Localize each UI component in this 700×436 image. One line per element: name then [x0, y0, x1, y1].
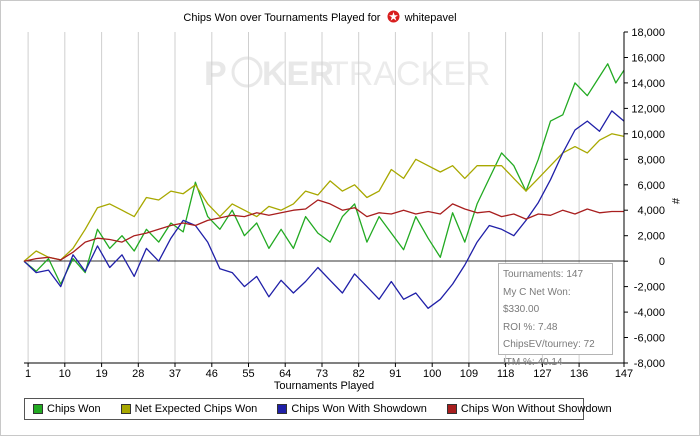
x-tick-label: 10 — [59, 368, 71, 380]
x-tick-label: 55 — [242, 368, 254, 380]
series-line-chips-won-with-showdown — [23, 110, 625, 309]
x-tick-label: 147 — [615, 368, 633, 380]
legend-label: Chips Won With Showdown — [291, 403, 427, 415]
legend-label: Net Expected Chips Won — [134, 403, 258, 415]
legend-item-without-showdown[interactable]: Chips Won Without Showdown — [446, 403, 612, 415]
chart-title-text: Chips Won over Tournaments Played for — [183, 12, 381, 24]
x-tick-label: 118 — [497, 368, 515, 380]
watermark-text-tracker: TRACKER — [328, 55, 490, 93]
x-axis-label: Tournaments Played — [274, 380, 374, 392]
x-tick-label: 82 — [353, 368, 365, 380]
y-tick-label: -6,000 — [634, 333, 665, 345]
x-tick-label: 109 — [460, 368, 478, 380]
series-line-net-expected-chips-won — [23, 133, 625, 262]
x-tick-label: 1 — [25, 368, 31, 380]
series-line-chips-won — [23, 63, 625, 285]
stat-net-won: My C Net Won: $330.00 — [503, 286, 571, 316]
y-tick-label: 18,000 — [631, 27, 665, 39]
x-tick-label: 37 — [169, 368, 181, 380]
stat-tournaments: Tournaments: 147 — [503, 269, 584, 280]
pokerstars-logo-icon — [387, 10, 400, 23]
x-tick-label: 91 — [389, 368, 401, 380]
x-axis-ticks: 1 10 19 28 37 46 55 64 73 82 91 100 109 118 127 136 147 — [25, 363, 633, 380]
player-name: whitepavel — [404, 12, 457, 24]
x-tick-label: 136 — [570, 368, 588, 380]
legend-swatch — [446, 404, 457, 414]
y-axis-ticks: -8,000 -6,000 -4,000 -2,000 0 2,000 4,000 6,000… — [624, 27, 665, 370]
legend-swatch — [33, 404, 43, 414]
legend: Chips Won Net Expected Chips Won Chips W… — [24, 398, 612, 420]
y-tick-label: -2,000 — [634, 282, 665, 294]
x-tick-label: 28 — [132, 368, 144, 380]
series-lines — [23, 63, 625, 309]
y-tick-label: 14,000 — [631, 78, 665, 90]
x-tick-label: 64 — [279, 368, 291, 380]
x-tick-label: 19 — [95, 368, 107, 380]
y-tick-label: 12,000 — [631, 103, 665, 115]
y-tick-label: 10,000 — [631, 129, 665, 141]
chart-title: Chips Won over Tournaments Played for wh… — [0, 10, 640, 24]
legend-label: Chips Won — [47, 403, 101, 415]
watermark-text-poker-rest: KER — [262, 55, 334, 93]
y-tick-label: 2,000 — [637, 231, 665, 243]
y-tick-label: -8,000 — [634, 358, 665, 370]
watermark-text-poker-p: P — [204, 55, 227, 93]
y-tick-label: 0 — [659, 256, 665, 268]
legend-item-chips-won[interactable]: Chips Won — [33, 403, 101, 415]
y-tick-label: 16,000 — [631, 53, 665, 65]
y-tick-label: 6,000 — [637, 180, 665, 192]
x-tick-label: 100 — [423, 368, 441, 380]
legend-item-with-showdown[interactable]: Chips Won With Showdown — [277, 403, 427, 415]
y-tick-label: 8,000 — [637, 154, 665, 166]
y-axis-label: # — [669, 198, 681, 205]
legend-item-net-expected[interactable]: Net Expected Chips Won — [120, 403, 258, 415]
x-tick-label: 127 — [533, 368, 551, 380]
legend-swatch — [277, 404, 288, 414]
stat-chipsev: ChipsEV/tourney: 72 — [503, 339, 595, 350]
watermark-chip-icon — [231, 56, 263, 88]
y-tick-label: 4,000 — [637, 205, 665, 217]
stats-box: Tournaments: 147 My C Net Won: $330.00 R… — [498, 263, 613, 368]
x-tick-label: 46 — [206, 368, 218, 380]
legend-swatch — [120, 404, 131, 414]
x-tick-label: 73 — [316, 368, 328, 380]
y-tick-label: -4,000 — [634, 307, 665, 319]
watermark: P KER TRACKER — [204, 55, 490, 93]
series-line-chips-won-without-showdown — [23, 199, 624, 262]
stat-itm: ITM %: 40.14 — [503, 356, 563, 368]
stat-roi: ROI %: 7.48 — [503, 321, 558, 333]
legend-label: Chips Won Without Showdown — [460, 403, 612, 415]
